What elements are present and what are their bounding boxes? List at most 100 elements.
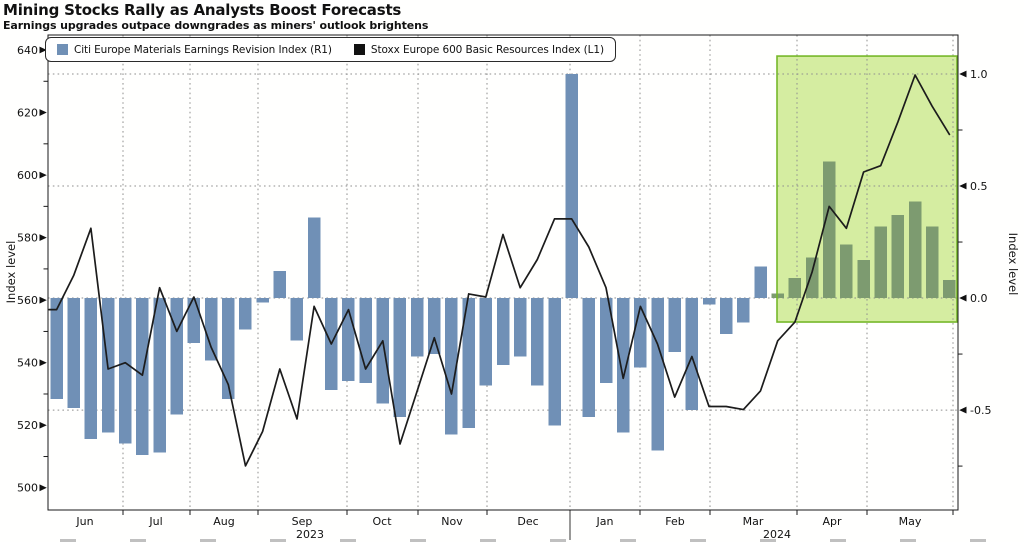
bar — [565, 74, 578, 299]
left-axis-title: Index level — [4, 240, 18, 304]
chart-title: Mining Stocks Rally as Analysts Boost Fo… — [3, 1, 402, 19]
axis-tick-label: May — [899, 515, 922, 528]
bar-series — [50, 74, 956, 455]
axis-tick-label: 0.5 — [970, 180, 988, 193]
legend-item-line: Stoxx Europe 600 Basic Resources Index (… — [353, 44, 604, 56]
axis-tick-label: 2023 — [296, 528, 324, 541]
bar — [84, 298, 98, 440]
bar — [307, 217, 321, 299]
bar — [874, 226, 887, 298]
bar — [720, 298, 733, 334]
bar — [428, 298, 441, 354]
bar — [582, 298, 596, 417]
axis-tick-label: 0.0 — [970, 292, 988, 305]
bar — [462, 298, 475, 428]
right-tick-pointer — [959, 294, 967, 302]
bar — [222, 298, 235, 399]
axis-tick-label: 640 — [17, 44, 38, 57]
left-tick-pointer — [39, 171, 47, 179]
bar — [616, 298, 630, 433]
bar — [599, 298, 613, 384]
bar — [410, 298, 424, 357]
left-tick-pointer — [39, 109, 47, 116]
line-series — [48, 74, 951, 467]
bar — [857, 260, 870, 299]
bar — [204, 298, 218, 361]
bar — [531, 298, 544, 386]
axis-tick-label: Aug — [213, 515, 234, 528]
axis-tick-label: Feb — [665, 515, 684, 528]
bar — [136, 298, 149, 455]
axis-tick-label: Oct — [372, 515, 392, 528]
right-axis-title: Index level — [1006, 232, 1020, 296]
axis-tick-label: 540 — [17, 357, 38, 370]
bar — [50, 298, 63, 399]
bar — [548, 298, 561, 426]
right-tick-pointer — [959, 182, 967, 190]
axis-tick-label: Jul — [148, 515, 162, 528]
bar — [908, 201, 922, 298]
bar — [273, 271, 286, 299]
bar — [737, 298, 750, 323]
chart-subtitle: Earnings upgrades outpace downgrades as … — [3, 19, 429, 32]
bar — [513, 298, 527, 357]
bar — [668, 298, 681, 352]
bar — [943, 280, 956, 298]
bar — [823, 161, 836, 299]
plot-frame — [47, 34, 959, 511]
axis-tick-label: 580 — [17, 231, 38, 244]
left-tick-pointer — [39, 359, 47, 367]
axis-tick-label: Jun — [75, 515, 93, 528]
legend: Citi Europe Materials Earnings Revision … — [45, 37, 616, 62]
axis-tick-label: 520 — [17, 419, 38, 432]
bar — [805, 257, 819, 298]
bar — [256, 298, 269, 303]
highlight-border — [776, 55, 958, 323]
axis-tick-label: 2024 — [763, 528, 791, 541]
bar — [170, 298, 183, 415]
left-tick-pointer — [39, 234, 47, 242]
axis-tick-label: 620 — [17, 106, 38, 119]
axis-tick-label: 1.0 — [970, 68, 988, 81]
bar — [891, 215, 905, 298]
left-tick-pointer — [39, 296, 47, 304]
left-tick-pointer — [39, 46, 47, 54]
axis-tick-label: -0.5 — [970, 404, 991, 417]
bar — [788, 277, 802, 299]
bar — [754, 266, 767, 299]
bar — [651, 298, 664, 451]
bar — [840, 244, 853, 299]
bar — [359, 298, 372, 384]
legend-label-bars: Citi Europe Materials Earnings Revision … — [74, 43, 332, 56]
bar — [376, 298, 390, 404]
bar — [119, 298, 132, 444]
bar — [634, 298, 647, 368]
axis-tick-label: Dec — [517, 515, 538, 528]
legend-swatch-line — [353, 44, 365, 55]
axis-tick-label: Nov — [441, 515, 463, 528]
bar — [445, 298, 458, 435]
bar — [685, 298, 699, 410]
bar — [926, 226, 939, 298]
bar — [153, 298, 166, 453]
right-tick-pointer — [959, 70, 967, 78]
bar — [187, 298, 201, 343]
axis-tick-label: Mar — [743, 515, 764, 528]
axis-tick-label: 500 — [17, 482, 38, 495]
bar — [239, 298, 252, 330]
axis-tick-label: 600 — [17, 169, 38, 182]
bar — [496, 298, 510, 366]
left-tick-pointer — [39, 421, 47, 429]
left-tick-pointer — [39, 484, 47, 492]
bar — [479, 298, 493, 386]
axis-tick-label: Apr — [822, 515, 842, 528]
bar — [702, 298, 716, 305]
bar — [393, 298, 407, 417]
axis-tick-label: Jan — [596, 515, 614, 528]
axis-tick-label: Sep — [292, 515, 313, 528]
legend-swatch-bars — [57, 44, 68, 55]
legend-item-bars: Citi Europe Materials Earnings Revision … — [57, 44, 332, 56]
bar — [290, 298, 304, 341]
